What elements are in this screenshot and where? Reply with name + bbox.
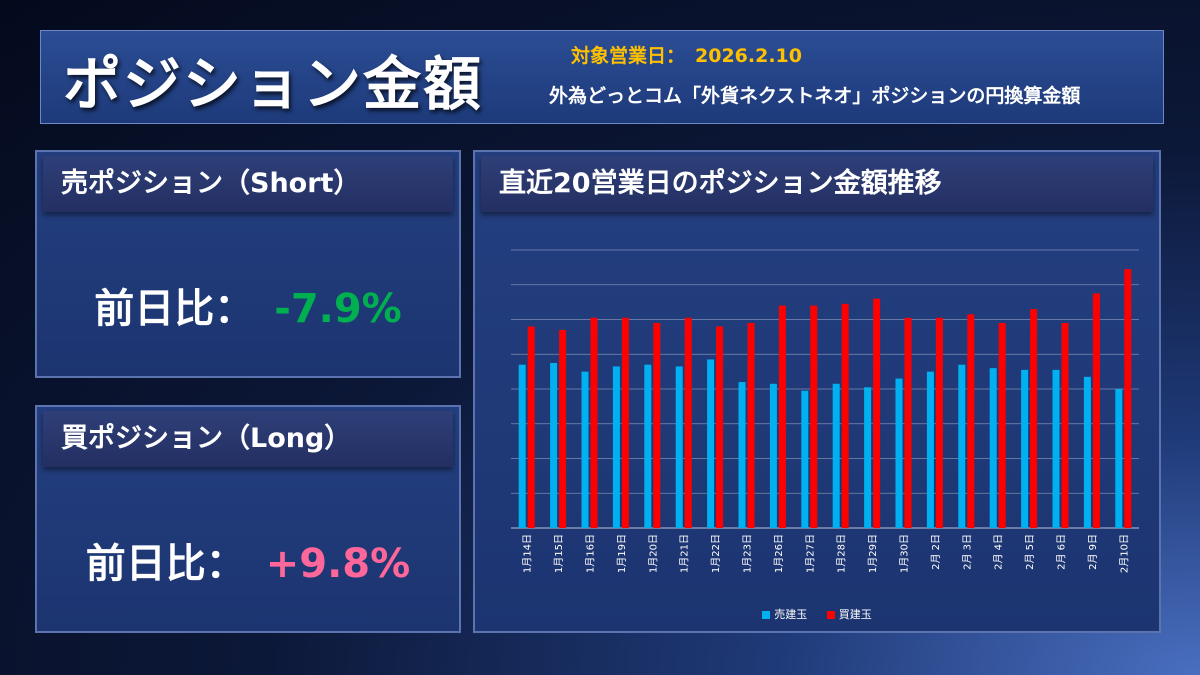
bar-long — [559, 329, 567, 528]
bar-short — [675, 366, 683, 528]
legend-swatch-long — [826, 611, 835, 619]
x-tick-label: 2月 5日 — [1024, 534, 1036, 570]
bar-short — [989, 368, 997, 528]
bar-long — [747, 322, 755, 528]
short-ratio-label: 前日比： — [94, 286, 255, 332]
bar-long — [527, 326, 535, 528]
chart-panel-title: 直近20営業日のポジション金額推移 — [481, 156, 1153, 212]
x-tick-label: 1月20日 — [647, 534, 659, 573]
x-tick-label: 1月14日 — [522, 534, 534, 573]
chart-panel: 直近20営業日のポジション金額推移 1月14日 1月15日 1月16日 1月19日 1月… — [473, 150, 1161, 633]
bar-short — [1083, 376, 1091, 528]
short-position-panel: 売ポジション（Short） 前日比： -7.9% — [35, 150, 461, 378]
bar-short — [1021, 369, 1029, 528]
legend-swatch-short — [762, 611, 771, 619]
bar-long — [873, 298, 881, 528]
bar-long — [684, 317, 692, 528]
position-bar-chart: 1月14日 1月15日 1月16日 1月19日 1月20日 1月21日 1月22日 1月23日… — [511, 249, 1139, 573]
bar-long — [653, 322, 661, 528]
bar-short — [895, 378, 903, 528]
date-value: 2026.2.10 — [695, 45, 802, 67]
long-ratio: 前日比： +9.8% — [37, 531, 459, 589]
bar-short — [644, 364, 652, 528]
bar-long — [967, 314, 975, 528]
header-banner: ポジション金額 対象営業日： 2026.2.10 外為どっとコム「外貨ネクストネオ… — [40, 30, 1164, 124]
x-tick-label: 2月 4日 — [993, 534, 1005, 570]
x-tick-label: 2月10日 — [1118, 534, 1130, 573]
bar-short — [1052, 369, 1060, 528]
x-tick-label: 1月28日 — [836, 534, 848, 573]
long-ratio-value: +9.8% — [265, 541, 411, 587]
bar-long — [935, 317, 943, 528]
bar-long — [810, 305, 818, 528]
bar-short — [926, 371, 934, 528]
bar-short — [864, 387, 872, 528]
date-label: 対象営業日： — [571, 45, 686, 67]
bar-long — [998, 322, 1006, 528]
bar-long — [1124, 269, 1132, 528]
x-tick-label: 1月16日 — [585, 534, 597, 573]
bar-short — [801, 390, 809, 528]
x-tick-label: 1月26日 — [773, 534, 785, 573]
bar-long — [904, 317, 912, 528]
bar-long — [778, 305, 786, 528]
short-ratio-value: -7.9% — [274, 286, 402, 332]
legend-label-long: 買建玉 — [838, 608, 872, 621]
bar-short — [958, 364, 966, 528]
page-title: ポジション金額 — [63, 50, 484, 118]
x-tick-label: 1月21日 — [679, 534, 691, 573]
bar-long — [1030, 309, 1038, 528]
bar-short — [707, 359, 715, 528]
x-tick-label: 2月 9日 — [1087, 534, 1099, 570]
x-tick-label: 1月30日 — [899, 534, 911, 573]
x-tick-label: 1月22日 — [710, 534, 722, 573]
legend-item-short: 売建玉 — [762, 606, 807, 622]
legend-label-short: 売建玉 — [774, 608, 808, 621]
bar-short — [769, 383, 777, 528]
short-panel-title: 売ポジション（Short） — [43, 156, 453, 212]
bar-long — [1092, 293, 1100, 528]
bar-short — [832, 383, 840, 528]
bar-long — [716, 326, 724, 528]
x-tick-label: 1月29日 — [867, 534, 879, 573]
long-ratio-label: 前日比： — [85, 541, 246, 587]
bar-long — [590, 317, 598, 528]
chart-legend: 売建玉 買建玉 — [475, 606, 1159, 622]
long-panel-title: 買ポジション（Long） — [43, 411, 453, 467]
x-tick-label: 1月27日 — [804, 534, 816, 573]
bar-long — [841, 303, 849, 528]
x-tick-label: 2月 3日 — [961, 534, 973, 570]
legend-item-long: 買建玉 — [826, 606, 872, 622]
bar-short — [612, 366, 620, 528]
bar-short — [518, 364, 526, 528]
bar-short — [550, 362, 558, 528]
bar-long — [621, 317, 629, 528]
x-tick-label: 2月 6日 — [1056, 534, 1068, 570]
short-ratio: 前日比： -7.9% — [37, 276, 459, 334]
bar-short — [581, 371, 589, 528]
business-date: 対象営業日： 2026.2.10 — [571, 41, 812, 68]
x-tick-label: 1月23日 — [742, 534, 754, 573]
bar-short — [1115, 389, 1123, 528]
x-tick-label: 1月15日 — [553, 534, 565, 573]
x-tick-label: 2月 2日 — [930, 534, 942, 570]
page-subtitle: 外為どっとコム「外貨ネクストネオ」ポジションの円換算金額 — [549, 85, 1081, 107]
long-position-panel: 買ポジション（Long） 前日比： +9.8% — [35, 405, 461, 633]
bar-short — [738, 382, 746, 528]
x-tick-label: 1月19日 — [616, 534, 628, 573]
bar-long — [1061, 322, 1069, 528]
